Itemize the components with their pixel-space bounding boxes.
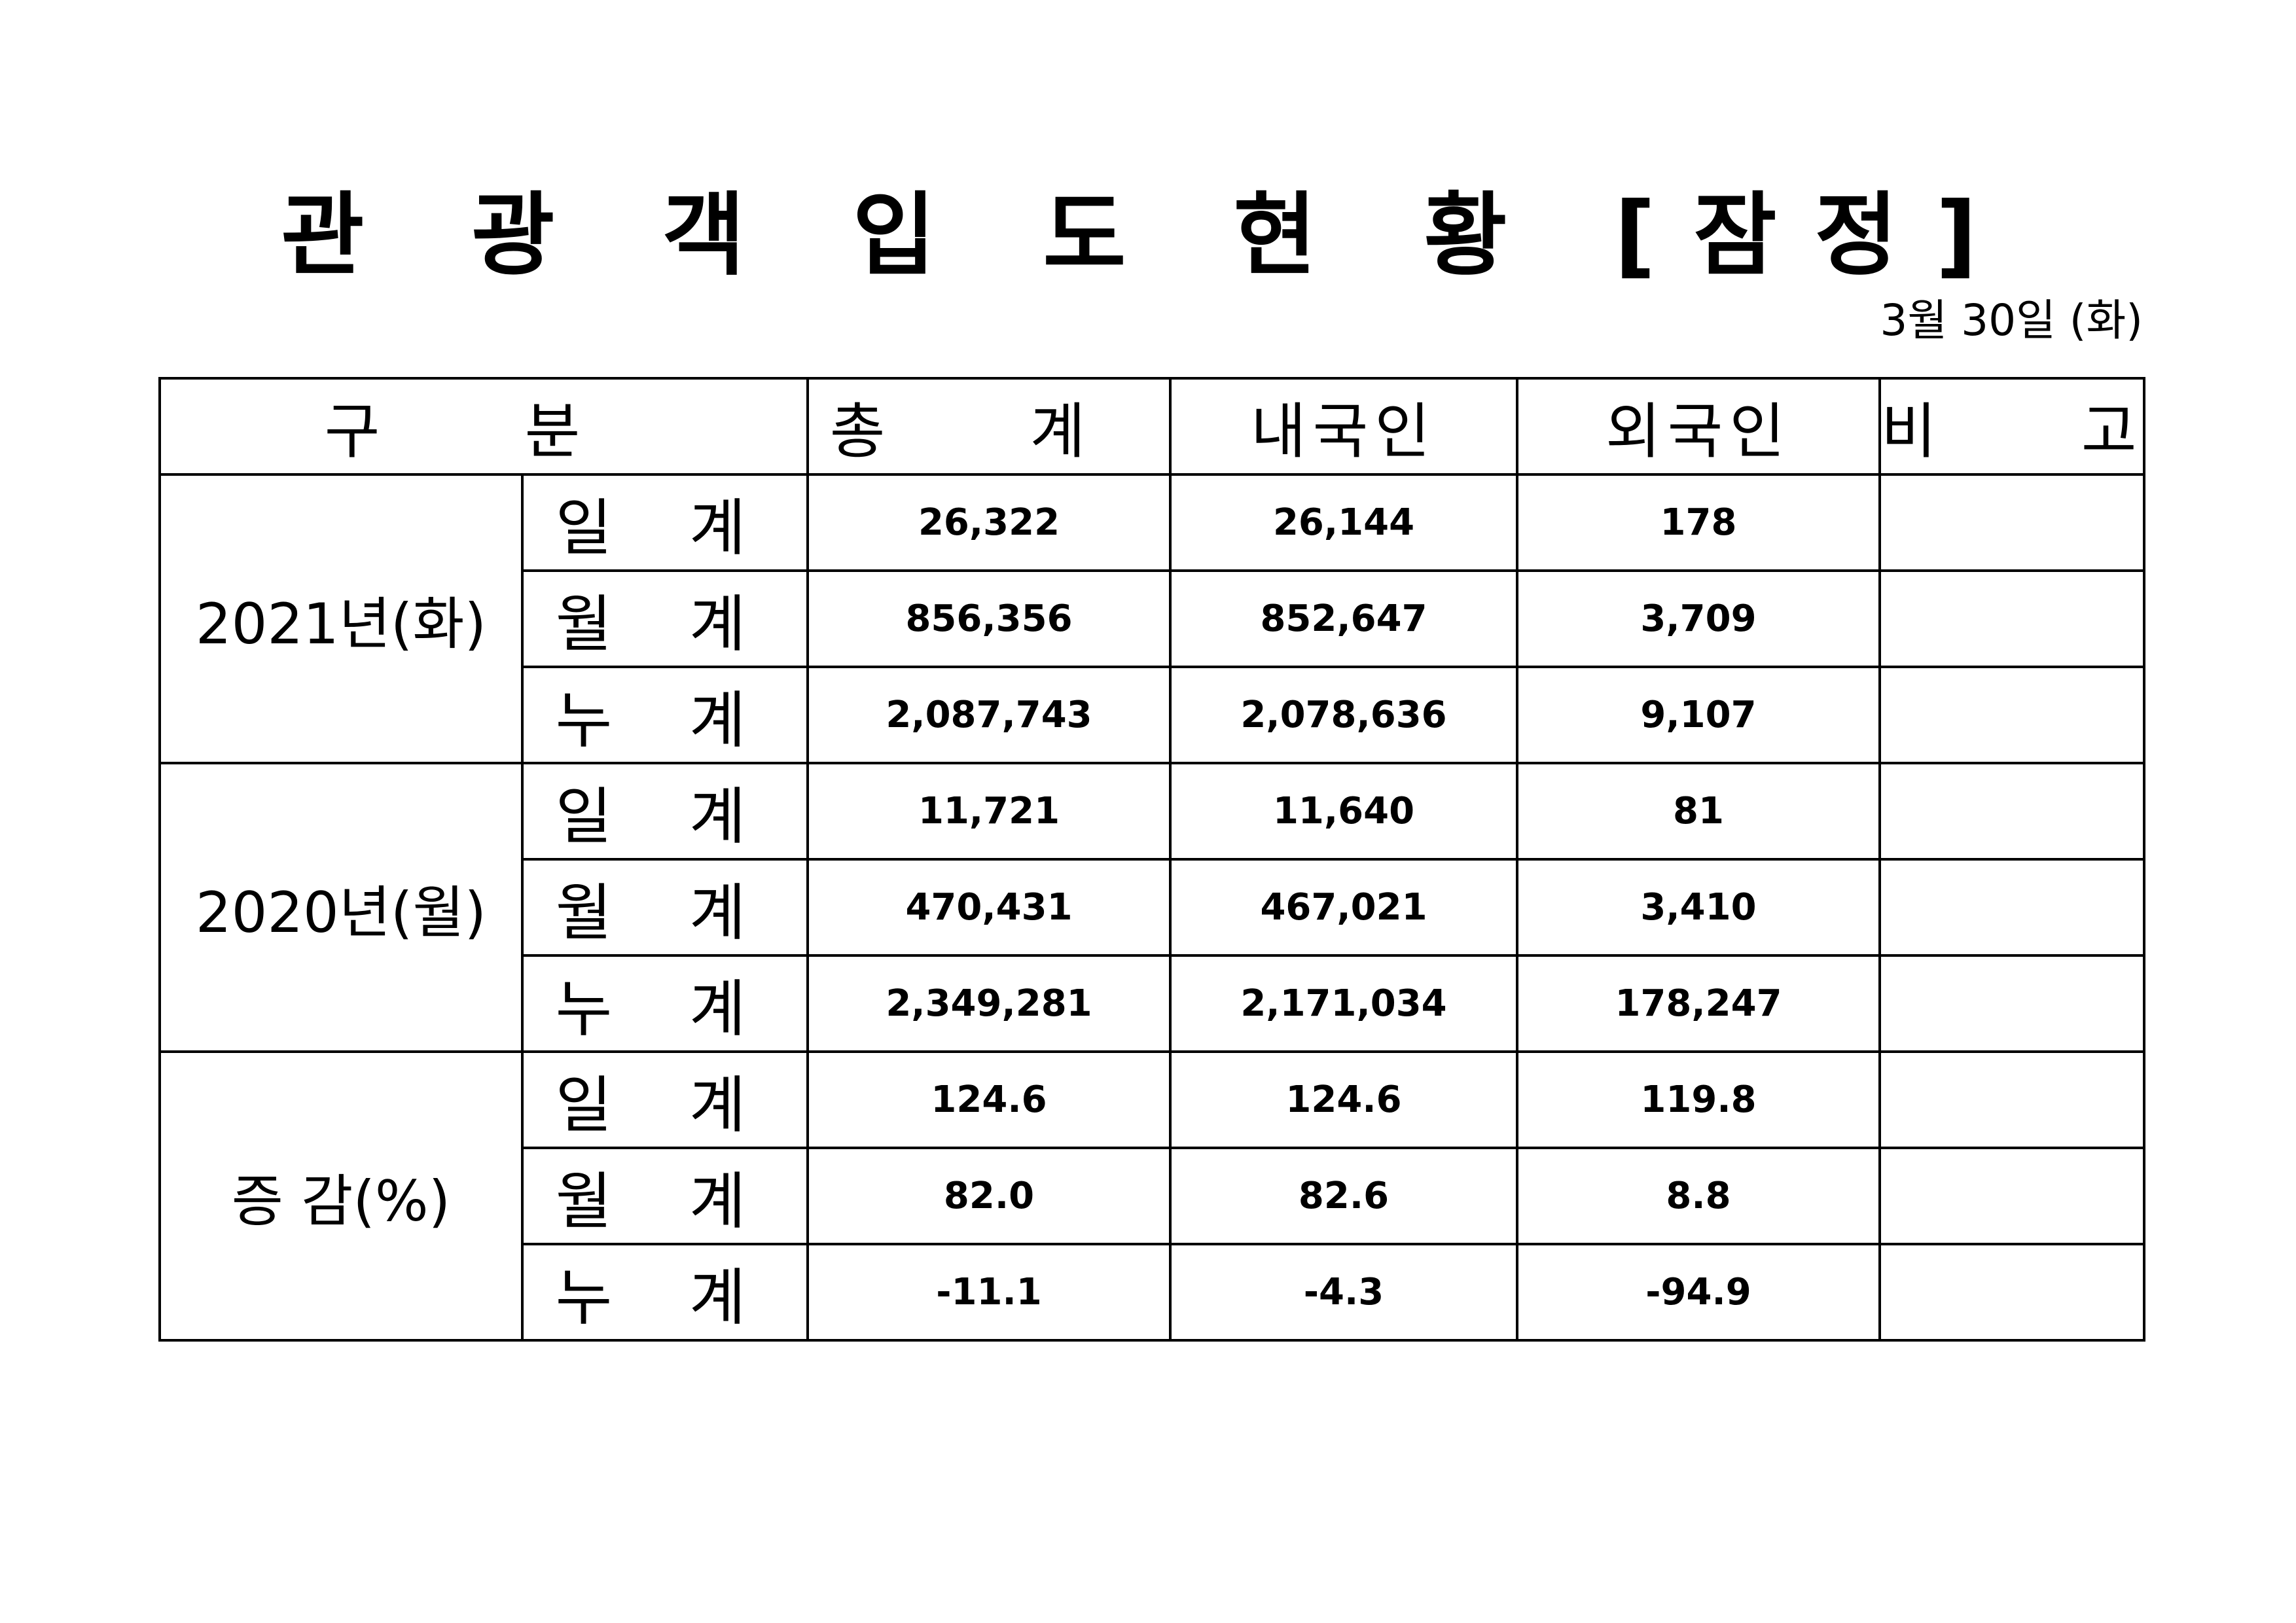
table-row: 누 계 2,087,743 2,078,636 9,107 bbox=[160, 666, 2145, 764]
remarks-cell bbox=[1878, 666, 2145, 764]
foreign-cell: 178,247 bbox=[1516, 954, 1881, 1053]
table-row: 월 계 82.0 82.6 8.8 bbox=[160, 1147, 2145, 1245]
domestic-cell: 2,171,034 bbox=[1169, 954, 1518, 1053]
remarks-cell bbox=[1878, 569, 2145, 668]
domestic-cell: 852,647 bbox=[1169, 569, 1518, 668]
foreign-cell: 178 bbox=[1516, 473, 1881, 572]
header-category: 구 분 bbox=[158, 377, 809, 476]
foreign-cell: -94.9 bbox=[1516, 1243, 1881, 1342]
foreign-cell: 81 bbox=[1516, 762, 1881, 861]
table-row: 2021년(화) 일 계 26,322 26,144 178 bbox=[158, 473, 2145, 764]
domestic-cell: 467,021 bbox=[1169, 858, 1518, 957]
header-remarks: 비 고 bbox=[1878, 377, 2145, 476]
remarks-cell bbox=[1878, 1050, 2145, 1149]
header-domestic: 내국인 bbox=[1169, 377, 1518, 476]
row-type-label: 누 계 bbox=[521, 1243, 809, 1342]
domestic-cell: 82.6 bbox=[1169, 1147, 1518, 1245]
row-type-label: 일 계 bbox=[521, 762, 809, 861]
table-row: 증 감(%) 일 계 124.6 124.6 119.8 bbox=[158, 1050, 2145, 1342]
total-cell: 82.0 bbox=[806, 1147, 1172, 1245]
remarks-cell bbox=[1878, 1147, 2145, 1245]
table-row: 월 계 470,431 467,021 3,410 bbox=[160, 858, 2145, 957]
domestic-cell: 2,078,636 bbox=[1169, 666, 1518, 764]
remarks-cell bbox=[1878, 858, 2145, 957]
tourist-arrivals-table: 구 분 총 계 내국인 외국인 비 고 2021년(화)일 계26,32226,… bbox=[158, 377, 2145, 1342]
table-row: 누 계 -11.1 -4.3 -94.9 bbox=[160, 1243, 2145, 1342]
domestic-cell: 26,144 bbox=[1169, 473, 1518, 572]
total-cell: -11.1 bbox=[806, 1243, 1172, 1342]
remarks-cell bbox=[1878, 762, 2145, 861]
total-cell: 124.6 bbox=[806, 1050, 1172, 1149]
total-cell: 470,431 bbox=[806, 858, 1172, 957]
domestic-cell: 11,640 bbox=[1169, 762, 1518, 861]
total-cell: 2,349,281 bbox=[806, 954, 1172, 1053]
remarks-cell bbox=[1878, 473, 2145, 572]
foreign-cell: 8.8 bbox=[1516, 1147, 1881, 1245]
table-row: 2020년(월) 일 계 11,721 11,640 81 bbox=[158, 762, 2145, 1053]
remarks-cell bbox=[1878, 1243, 2145, 1342]
table-body: 구 분 총 계 내국인 외국인 비 고 2021년(화)일 계26,32226,… bbox=[158, 377, 2145, 1342]
report-date: 3월 30일 (화) bbox=[1880, 295, 2143, 346]
domestic-cell: -4.3 bbox=[1169, 1243, 1518, 1342]
row-type-label: 월 계 bbox=[521, 1147, 809, 1245]
foreign-cell: 119.8 bbox=[1516, 1050, 1881, 1149]
document-title: 관 광 객 입 도 현 황 [잠정] bbox=[281, 183, 2015, 288]
header-total: 총 계 bbox=[806, 377, 1172, 476]
total-cell: 2,087,743 bbox=[806, 666, 1172, 764]
row-type-label: 누 계 bbox=[521, 666, 809, 764]
foreign-cell: 3,410 bbox=[1516, 858, 1881, 957]
total-cell: 856,356 bbox=[806, 569, 1172, 668]
remarks-cell bbox=[1878, 954, 2145, 1053]
row-type-label: 월 계 bbox=[521, 569, 809, 668]
row-type-label: 일 계 bbox=[521, 473, 809, 572]
total-cell: 26,322 bbox=[806, 473, 1172, 572]
period-label: 증 감(%) bbox=[158, 1050, 524, 1342]
domestic-cell: 124.6 bbox=[1169, 1050, 1518, 1149]
header-row: 구 분 총 계 내국인 외국인 비 고 bbox=[158, 377, 2145, 476]
table-row: 누 계 2,349,281 2,171,034 178,247 bbox=[160, 954, 2145, 1053]
table-row: 월 계 856,356 852,647 3,709 bbox=[160, 569, 2145, 668]
row-type-label: 일 계 bbox=[521, 1050, 809, 1149]
foreign-cell: 3,709 bbox=[1516, 569, 1881, 668]
row-type-label: 누 계 bbox=[521, 954, 809, 1053]
period-label: 2021년(화) bbox=[158, 473, 524, 764]
foreign-cell: 9,107 bbox=[1516, 666, 1881, 764]
row-type-label: 월 계 bbox=[521, 858, 809, 957]
total-cell: 11,721 bbox=[806, 762, 1172, 861]
header-foreign: 외국인 bbox=[1516, 377, 1881, 476]
period-label: 2020년(월) bbox=[158, 762, 524, 1053]
